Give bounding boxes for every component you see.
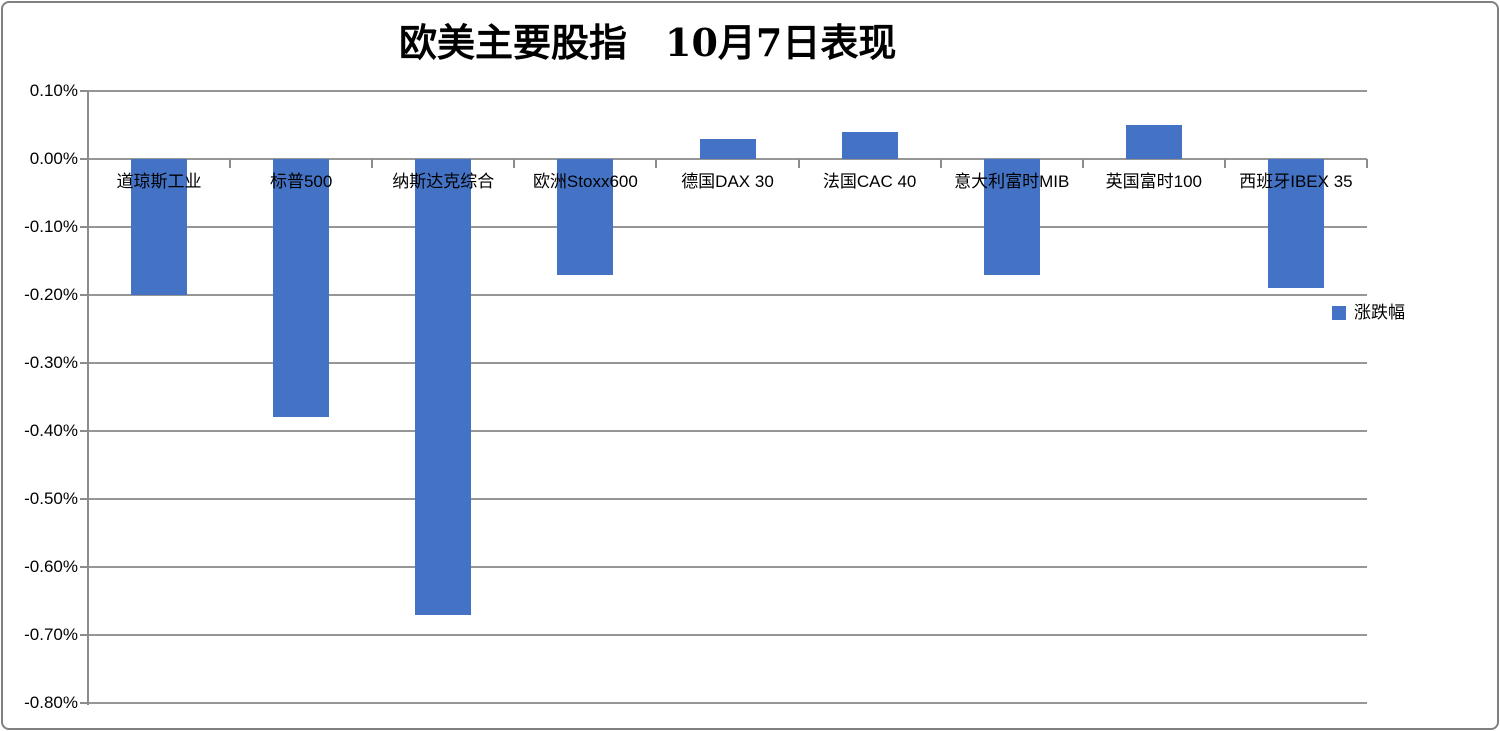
gridline (88, 294, 1367, 296)
y-axis-tick (80, 226, 88, 228)
gridline (88, 158, 1367, 160)
y-axis-tick (80, 430, 88, 432)
gridline (88, 498, 1367, 500)
x-axis-tick (1223, 159, 1226, 168)
category-label: 欧洲Stoxx600 (532, 172, 638, 191)
x-axis-tick (655, 159, 658, 168)
chart-bar (841, 131, 898, 159)
gridline (88, 430, 1367, 432)
y-axis-label: 0.10% (29, 81, 78, 100)
y-axis-label: 0.00% (29, 149, 78, 168)
y-axis-tick (80, 634, 88, 636)
y-axis-label: -0.10% (24, 217, 78, 236)
legend-series-label: 涨跌幅 (1354, 303, 1405, 322)
y-axis-label: -0.20% (24, 285, 78, 304)
category-label: 德国DAX 30 (681, 172, 774, 191)
y-axis-label: -0.70% (24, 625, 78, 644)
chart-bar (1125, 125, 1182, 159)
y-axis-label: -0.80% (24, 693, 78, 712)
y-axis-tick (80, 158, 88, 160)
x-axis-tick (229, 159, 232, 168)
gridline (88, 226, 1367, 228)
y-axis-label: -0.60% (24, 557, 78, 576)
y-axis-tick (80, 362, 88, 364)
category-label: 西班牙IBEX 35 (1239, 172, 1353, 191)
category-label: 意大利富时MIB (954, 172, 1070, 191)
chart-title: 欧美主要股指 10月7日表现 (399, 20, 897, 65)
y-axis-line (87, 91, 89, 705)
y-axis-tick (80, 566, 88, 568)
chart-bar (273, 159, 330, 418)
gridline (88, 362, 1367, 364)
y-axis-label: -0.50% (24, 489, 78, 508)
x-axis-tick (513, 159, 516, 168)
x-axis-tick (1081, 159, 1084, 168)
x-axis-tick (371, 159, 374, 168)
legend-swatch-icon (1332, 306, 1346, 320)
category-label: 纳斯达克综合 (392, 172, 495, 191)
x-axis-tick (87, 159, 89, 168)
chart-bar (983, 159, 1040, 275)
chart-bar (1267, 159, 1324, 289)
gridline (88, 702, 1367, 704)
y-axis-tick (80, 702, 88, 704)
category-label: 法国CAC 40 (822, 172, 917, 191)
gridline (88, 566, 1367, 568)
gridline (88, 634, 1367, 636)
category-label: 道琼斯工业 (116, 172, 202, 191)
y-axis-tick (80, 498, 88, 500)
y-axis-label: -0.30% (24, 353, 78, 372)
x-axis-tick (1366, 159, 1368, 168)
legend: 涨跌幅 (1332, 303, 1405, 323)
chart-bar (557, 159, 614, 275)
y-axis-tick (80, 90, 88, 92)
x-axis-tick (797, 159, 800, 168)
category-label: 英国富时100 (1105, 172, 1202, 191)
y-axis-tick (80, 294, 88, 296)
chart-bar (131, 159, 188, 295)
x-axis-tick (939, 159, 942, 168)
chart-bar (699, 138, 756, 159)
y-axis-label: -0.40% (24, 421, 78, 440)
category-label: 标普500 (269, 172, 333, 191)
gridline (88, 90, 1367, 92)
chart-bar (415, 159, 472, 615)
